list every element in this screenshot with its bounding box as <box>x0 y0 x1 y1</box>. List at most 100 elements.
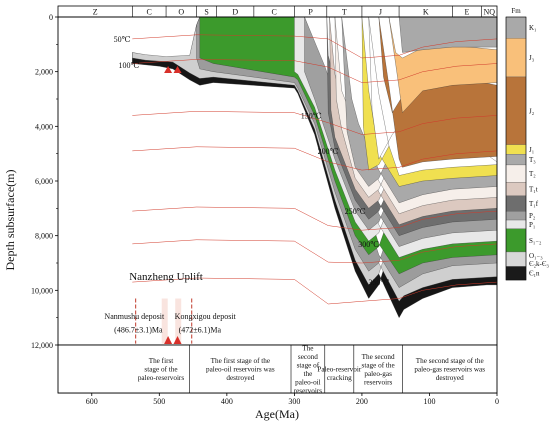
x-tick-label: 400 <box>221 397 233 406</box>
legend-label: Є₂k-Є₃ <box>529 260 550 268</box>
y-axis-title: Depth subsurface(m) <box>3 170 17 271</box>
isotherm-line <box>132 239 498 264</box>
temperature-label: 300℃ <box>358 240 379 249</box>
legend-swatch <box>505 228 527 253</box>
legend-swatch <box>505 154 527 166</box>
legend-swatch <box>505 266 527 281</box>
period-label: S <box>204 8 208 17</box>
legend-label: S₁₋₂ <box>529 237 542 245</box>
isotherm-line <box>132 146 498 171</box>
legend-swatch <box>505 195 527 212</box>
y-tick-label: 6,000 <box>35 177 53 186</box>
annotations: Nanzheng Uplift Nanmushu deposit (486.7±3.… <box>104 66 237 344</box>
layer-k1 <box>398 16 498 53</box>
isotherm-line <box>132 206 498 231</box>
x-tick-label: 500 <box>153 397 165 406</box>
x-tick-label: 100 <box>423 397 435 406</box>
paleo-reservoir-marker <box>164 66 173 74</box>
y-tick-label: 4,000 <box>35 122 53 131</box>
y-tick-label: 2,000 <box>35 68 53 77</box>
legend-label: P₂ <box>529 212 536 220</box>
y-tick-label: 12,000 <box>31 341 53 350</box>
y-tick-label: 10,000 <box>31 286 53 295</box>
isotherm-line <box>132 111 498 135</box>
temperature-label: 50℃ <box>114 35 131 44</box>
legend-swatch <box>505 144 527 155</box>
legend-label: T₁t <box>529 186 538 194</box>
stage-label: The second stage of the paleo-gas reservoir… <box>362 353 395 387</box>
period-label: C <box>271 8 276 17</box>
legend-title: Fm <box>511 7 521 15</box>
legend-swatch <box>505 76 527 145</box>
period-label: D <box>232 8 238 17</box>
stage-table-frame <box>57 344 498 394</box>
period-label: K <box>423 8 429 17</box>
period-label: E <box>465 8 470 17</box>
legend-label: J₂ <box>529 107 535 115</box>
legend-swatch <box>505 211 527 221</box>
period-label: J <box>379 8 382 17</box>
x-axis: 600 500 400 300 200 100 0 <box>58 392 499 406</box>
uplift-label: Nanzheng Uplift <box>129 271 203 283</box>
y-axis: 0 2,000 4,000 6,000 8,000 10,000 12,000 <box>31 13 58 350</box>
period-label: P <box>308 8 313 17</box>
temperature-label: 100℃ <box>118 61 139 70</box>
legend-label: O₁₋₃ <box>529 252 543 260</box>
isotherm-line <box>132 277 498 305</box>
legend-label: J₃ <box>529 54 535 62</box>
stratigraphic-layers <box>132 16 498 319</box>
legend-swatch <box>505 16 527 39</box>
stage-table: The first stage of the paleo-reservoirs The… <box>57 344 498 395</box>
legend-label: Є₁n <box>529 270 540 278</box>
temperature-label: 200℃ <box>318 147 339 156</box>
period-label: C <box>147 8 152 17</box>
x-tick-label: 200 <box>356 397 368 406</box>
y-tick-label: 0 <box>49 13 53 22</box>
stage-label: The second stage of the paleo-gas reservo… <box>414 357 485 382</box>
legend-label: T₂ <box>529 170 536 178</box>
x-tick-label: 300 <box>288 397 300 406</box>
period-label: NQ <box>483 8 495 17</box>
legend-swatch <box>505 251 527 267</box>
period-band: Z C O S D C P T J K E NQ <box>57 5 498 18</box>
deposit-2-name: Kongxigou deposit <box>175 312 237 321</box>
deposit-1-age: (486.7±3.1)Ma <box>114 326 163 335</box>
stage-label: The first stage of the paleo-oil reservoi… <box>206 357 275 382</box>
period-band-frame <box>57 5 498 18</box>
stage-label: The second stage of the paleo-oil reservoirs <box>294 344 323 395</box>
legend-swatch <box>505 164 527 183</box>
temperature-label: 150℃ <box>301 111 322 120</box>
temperature-label: 350℃ <box>368 278 389 287</box>
deposit-marker <box>173 336 182 344</box>
paleo-reservoir-marker <box>173 66 182 74</box>
deposit-1-name: Nanmushu deposit <box>104 312 165 321</box>
temperature-label: 250℃ <box>345 207 366 216</box>
temperature-labels: 50℃ 100℃ 150℃ 200℃ 250℃ 300℃ 350℃ <box>114 35 390 287</box>
period-label: Z <box>93 8 98 17</box>
isotherm-line <box>132 59 498 83</box>
period-label: T <box>342 8 347 17</box>
legend-swatch <box>505 182 527 197</box>
deposit-2-age: (472±6.1)Ma <box>179 326 222 335</box>
legend-label: T₃ <box>529 156 536 164</box>
stage-label: Paleo-reservoir cracking <box>317 366 362 383</box>
isotherm-line <box>132 34 498 59</box>
x-tick-label: 600 <box>86 397 98 406</box>
deposit-marker <box>164 336 173 344</box>
legend-frame <box>505 16 527 281</box>
deposit-band <box>161 298 168 344</box>
legend-label: P₁ <box>529 221 535 229</box>
period-label: O <box>178 8 184 17</box>
isotherms <box>132 34 498 305</box>
legend-swatch <box>505 38 527 78</box>
legend-label: T₁f <box>529 200 539 208</box>
legend-label: J₁ <box>529 146 534 154</box>
x-tick-label: 0 <box>495 397 499 406</box>
stage-label: The first stage of the paleo-reservoirs <box>138 357 185 382</box>
legend-swatch <box>505 219 527 229</box>
legend-label: K₁ <box>529 24 537 32</box>
y-tick-label: 8,000 <box>35 232 53 241</box>
deposit-band <box>175 298 182 344</box>
